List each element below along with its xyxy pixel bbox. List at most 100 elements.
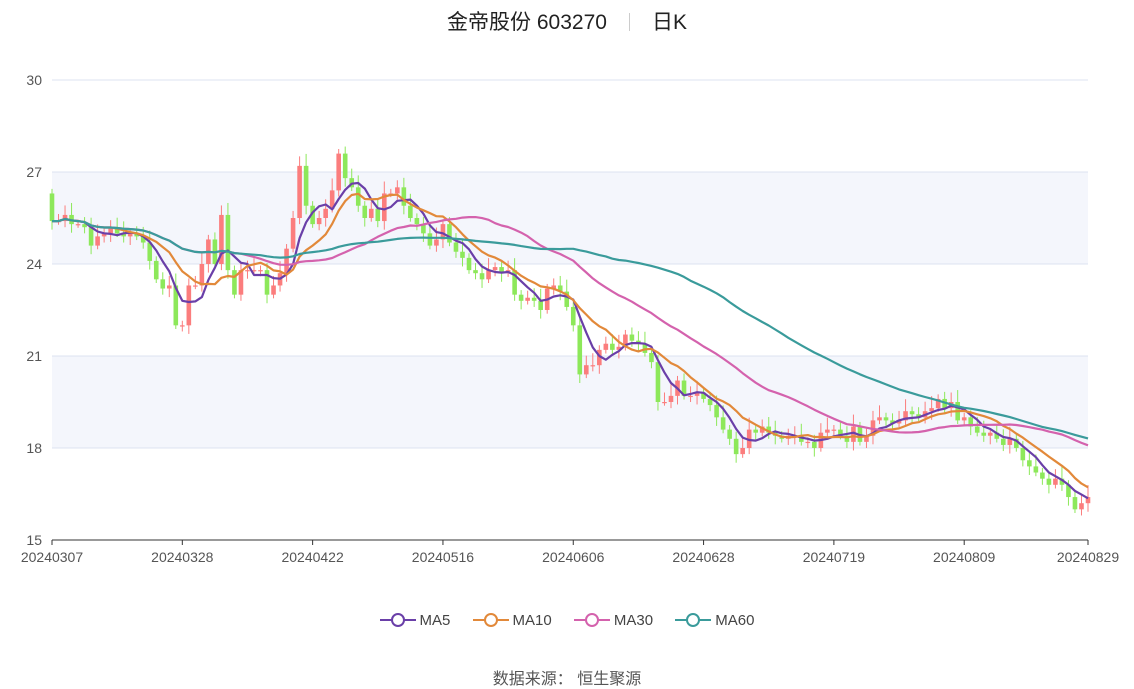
candle-body: [877, 417, 882, 421]
candle-body: [271, 285, 276, 295]
candle-body: [759, 426, 765, 433]
candle-body: [766, 426, 772, 433]
candle-body: [114, 227, 120, 234]
candle-body: [694, 392, 700, 396]
data-source: 数据来源： 恒生聚源: [0, 665, 1134, 689]
candle-body: [909, 411, 915, 415]
candle-body: [264, 270, 270, 295]
legend-marker-ma10: [472, 613, 509, 627]
candle-body: [329, 190, 335, 209]
candle-body: [355, 187, 361, 206]
candle-body: [362, 205, 368, 218]
candle-body: [623, 334, 628, 347]
candle-body: [408, 205, 413, 218]
y-tick-label: 27: [26, 164, 42, 180]
candle-body: [838, 429, 843, 436]
candle-body: [434, 239, 439, 246]
candle-body: [473, 270, 478, 274]
candle-body: [284, 248, 289, 274]
candle-body: [460, 251, 465, 258]
candle-body: [974, 426, 980, 433]
candle-body: [681, 380, 687, 396]
candle-body: [720, 417, 726, 430]
candle-body: [134, 233, 140, 237]
candle-body: [883, 417, 889, 421]
candle-body: [368, 208, 374, 218]
candle-body: [896, 420, 902, 424]
candle-body: [968, 417, 974, 427]
candle-body: [382, 193, 387, 222]
candle-body: [421, 224, 426, 234]
candle-body: [153, 260, 159, 280]
candle-body: [193, 285, 198, 287]
candle-body: [851, 426, 856, 442]
candle-body: [121, 233, 126, 237]
candle-body: [75, 224, 81, 226]
candle-body: [583, 365, 589, 375]
ma-line-ma10: [52, 192, 1089, 489]
grid-band: [52, 356, 1088, 448]
candle-body: [538, 300, 543, 310]
candle-body: [342, 153, 348, 179]
candle-body: [812, 441, 817, 448]
candle-body: [733, 438, 739, 455]
candle-body: [303, 165, 309, 206]
candle-body: [401, 187, 407, 206]
candle-body: [701, 392, 706, 399]
candle-body: [447, 224, 452, 243]
legend-marker-ma60: [675, 613, 712, 627]
candle-body: [316, 218, 322, 225]
candle-body: [258, 270, 263, 272]
candle-body: [499, 267, 504, 274]
x-tick-label: 20240328: [151, 549, 214, 565]
ma-line-ma60: [52, 217, 1089, 440]
y-tick-label: 30: [26, 72, 42, 88]
y-tick-label: 18: [26, 440, 42, 456]
chart-legend: MA5 MA10 MA30 MA60: [0, 612, 1134, 629]
candle-body: [518, 294, 524, 301]
candle-body: [251, 270, 257, 272]
candle-body: [479, 273, 485, 280]
candle-body: [336, 153, 341, 191]
candle-body: [375, 208, 381, 222]
legend-label-ma10: MA10: [512, 612, 552, 629]
candle-body: [590, 365, 596, 367]
candle-body: [668, 395, 674, 402]
candle-body: [199, 264, 205, 286]
candle-body: [525, 297, 530, 301]
candle-body: [186, 285, 192, 326]
candle-body: [95, 236, 100, 246]
candle-body: [180, 325, 185, 327]
candle-body: [629, 334, 635, 341]
candle-body: [929, 408, 934, 412]
legend-item-ma60[interactable]: MA60: [675, 612, 754, 629]
candle-body: [453, 242, 459, 252]
legend-item-ma5[interactable]: MA5: [379, 612, 450, 629]
candle-body: [616, 346, 622, 350]
candle-body: [88, 227, 94, 246]
candle-body: [160, 279, 166, 289]
candle-body: [1027, 460, 1032, 467]
candle-body: [551, 285, 557, 289]
candle-body: [427, 233, 433, 246]
x-tick-label: 20240307: [21, 549, 84, 565]
candle-body: [1020, 448, 1026, 461]
candle-body: [395, 187, 400, 194]
candle-body: [994, 432, 1000, 439]
candle-body: [987, 432, 993, 436]
candle-body: [492, 267, 498, 271]
candle-body: [935, 398, 941, 409]
candle-body: [219, 214, 224, 264]
candle-body: [603, 343, 609, 350]
x-tick-label: 20240809: [933, 549, 996, 565]
candle-body: [746, 429, 752, 448]
candle-body: [707, 398, 713, 406]
source-label: 数据来源：: [492, 671, 573, 688]
candle-body: [1000, 438, 1006, 445]
legend-item-ma10[interactable]: MA10: [472, 612, 552, 629]
candle-body: [440, 224, 446, 240]
legend-item-ma30[interactable]: MA30: [573, 612, 653, 629]
legend-marker-ma5: [379, 613, 416, 627]
candle-body: [1079, 503, 1084, 510]
candle-body: [1072, 497, 1078, 510]
